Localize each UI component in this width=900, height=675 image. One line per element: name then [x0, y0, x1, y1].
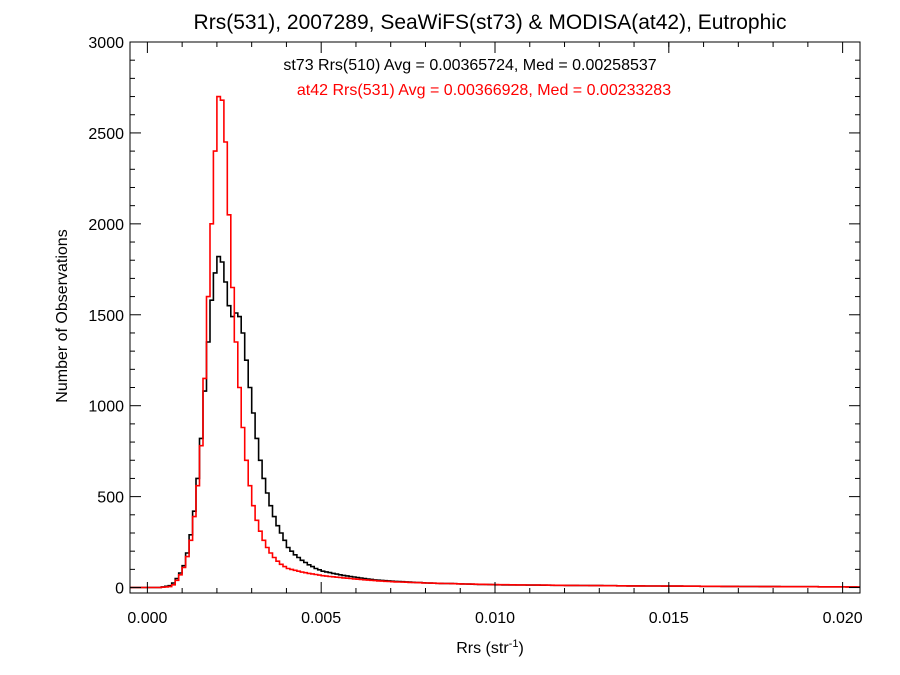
x-axis-label-close: ): [518, 640, 523, 657]
y-tick-label: 2000: [88, 217, 124, 234]
y-tick-label: 500: [97, 490, 124, 507]
x-tick-label: 0.020: [823, 610, 863, 627]
series-layer: [130, 95, 860, 589]
x-axis-label-superscript: -1: [509, 638, 519, 650]
ticks-layer: 0.000 0.005 0.010 0.015 0.020 0 500 1000 1500 200…: [88, 35, 862, 627]
x-tick-label: 0.005: [301, 610, 341, 627]
y-tick-label: 3000: [88, 35, 124, 52]
annotation-st73: st73 Rrs(510) Avg = 0.00365724, Med = 0.…: [283, 57, 656, 74]
y-tick-label: 0: [115, 581, 124, 598]
x-tick-label: 0.015: [649, 610, 689, 627]
x-axis-label-main: Rrs (str: [456, 640, 509, 657]
y-tick-label: 2500: [88, 126, 124, 143]
series-line-1: [130, 95, 860, 589]
plot-frame: [129, 41, 861, 594]
annotation-at42: at42 Rrs(531) Avg = 0.00366928, Med = 0.…: [297, 82, 671, 99]
y-axis-label: Number of Observations: [54, 229, 71, 402]
x-axis-label: Rrs (str-1): [456, 638, 524, 657]
y-tick-label: 1000: [88, 399, 124, 416]
x-tick-label: 0.000: [127, 610, 167, 627]
x-tick-label: 0.010: [475, 610, 515, 627]
chart-title: Rrs(531), 2007289, SeaWiFS(st73) & MODIS…: [194, 11, 787, 34]
y-tick-label: 1500: [88, 308, 124, 325]
series-line-0: [130, 255, 860, 589]
